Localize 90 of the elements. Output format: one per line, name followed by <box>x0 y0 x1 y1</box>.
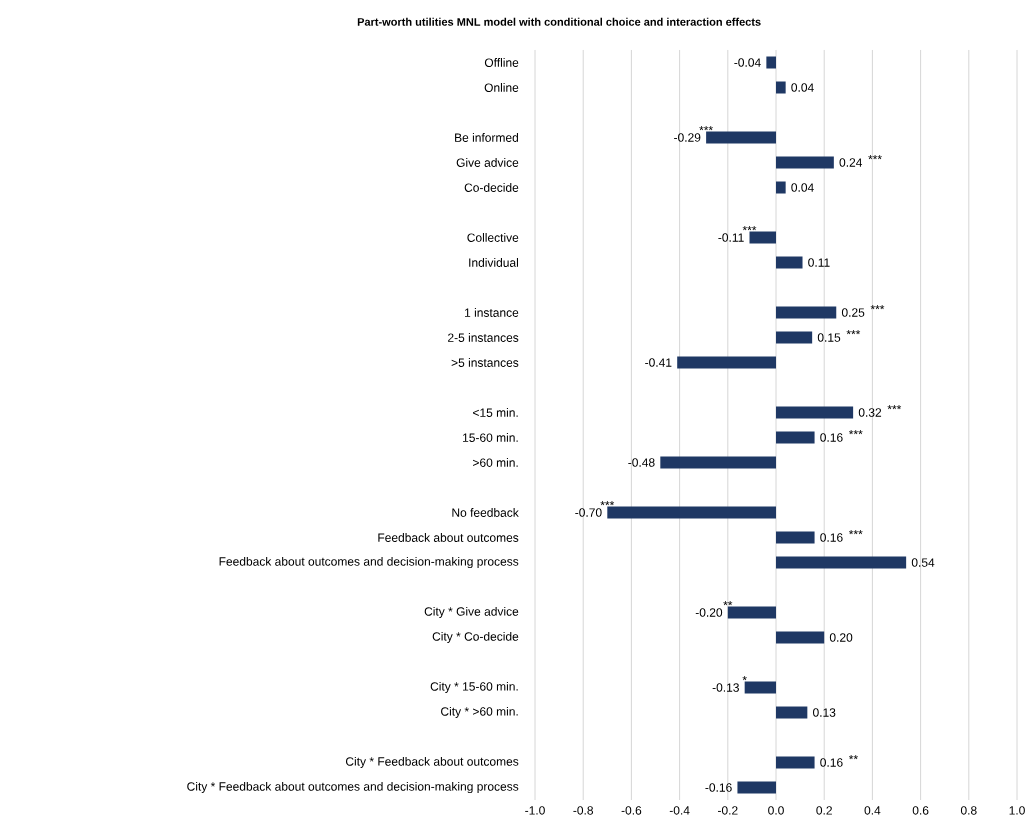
data-label: 0.32 <box>858 408 882 417</box>
bar <box>727 606 777 619</box>
bar <box>776 756 815 769</box>
bar <box>776 81 786 94</box>
bar <box>766 56 777 69</box>
x-tick-label: 0.6 <box>912 806 929 815</box>
data-label: -0.16 <box>705 783 732 792</box>
bar <box>776 306 837 319</box>
y-tick-label: City * Feedback about outcomes <box>345 756 519 769</box>
annotation: *** <box>848 530 863 535</box>
y-tick-label: City * Feedback about outcomes and decision-making process <box>187 781 519 794</box>
annotation: ** <box>723 601 733 606</box>
x-tick-label: 1.0 <box>1009 806 1025 815</box>
y-tick-label: Individual <box>469 258 518 267</box>
data-label: -0.13 <box>712 683 739 692</box>
y-tick-label: <15 min. <box>473 408 518 417</box>
x-tick-label: -0.6 <box>621 806 642 815</box>
data-label: -0.20 <box>695 608 723 617</box>
y-tick-label: 1 instance <box>465 308 519 317</box>
y-tick-label: City * >60 min. <box>441 706 518 719</box>
bar <box>776 556 907 569</box>
data-label: -0.70 <box>575 508 602 517</box>
data-label: 0.04 <box>791 83 814 92</box>
data-label: 0.25 <box>841 308 865 317</box>
data-label: 0.15 <box>817 333 841 342</box>
y-tick-label: City * Co-decide <box>432 631 519 644</box>
data-label: 0.04 <box>791 183 814 192</box>
bar <box>776 431 815 444</box>
annotation: *** <box>848 430 863 435</box>
y-tick-label: >60 min. <box>473 458 518 467</box>
bar <box>706 131 777 144</box>
y-tick-label: 2-5 instances <box>448 333 519 342</box>
bar <box>776 631 825 644</box>
x-tick-label: 0.2 <box>816 806 832 815</box>
y-tick-label: Collective <box>467 233 519 242</box>
x-tick-label: -0.2 <box>718 806 738 815</box>
y-tick-label: Feedback about outcomes and decision-making process <box>219 556 519 569</box>
data-label: 0.54 <box>911 558 935 567</box>
bar <box>776 331 813 344</box>
bar <box>660 456 777 469</box>
x-tick-label: 0.4 <box>864 806 881 815</box>
bar <box>737 781 777 794</box>
data-label: -0.11 <box>718 233 744 242</box>
y-tick-label: City * 15-60 min. <box>430 681 518 694</box>
bar <box>744 681 777 694</box>
data-label: 0.24 <box>839 158 863 167</box>
x-tick-label: -1.0 <box>525 806 545 815</box>
bar <box>607 506 777 519</box>
data-label: 0.16 <box>820 533 843 542</box>
y-tick-label: Feedback about outcomes <box>378 533 519 542</box>
y-tick-label: Give advice <box>456 158 519 167</box>
annotation: *** <box>887 405 902 410</box>
bar <box>776 156 834 169</box>
data-label: -0.48 <box>628 458 655 467</box>
y-tick-label: No feedback <box>452 508 519 517</box>
annotation: *** <box>868 155 882 160</box>
x-tick-label: -0.4 <box>669 806 690 815</box>
y-tick-label: Co-decide <box>464 183 519 192</box>
y-tick-label: Be informed <box>455 133 519 142</box>
data-label: 0.16 <box>820 758 843 767</box>
data-label: -0.29 <box>674 133 701 142</box>
bar <box>776 181 786 194</box>
annotation: *** <box>846 330 861 335</box>
data-label: 0.11 <box>808 258 830 267</box>
data-label: 0.16 <box>820 433 843 442</box>
bar <box>776 256 803 269</box>
y-tick-label: City * Give advice <box>424 606 519 619</box>
y-tick-label: Offline <box>484 58 519 67</box>
x-tick-label: 0.8 <box>960 806 977 815</box>
y-tick-label: Online <box>484 83 519 92</box>
y-tick-label: >5 instances <box>451 358 519 367</box>
bar <box>677 356 777 369</box>
chart-title: Part-worth utilities MNL model with conditional choice and interaction effects <box>357 17 761 26</box>
annotation: *** <box>870 305 885 310</box>
data-label: -0.41 <box>645 358 672 367</box>
bar <box>776 531 815 544</box>
x-tick-label: 0.0 <box>768 806 784 815</box>
annotation: * <box>742 676 747 681</box>
bar <box>776 706 808 719</box>
annotation: *** <box>699 126 713 131</box>
y-tick-label: 15-60 min. <box>463 433 518 442</box>
data-label: 0.20 <box>829 633 853 642</box>
bar <box>776 406 854 419</box>
data-label: -0.04 <box>734 58 761 67</box>
annotation: ** <box>848 755 858 760</box>
data-label: 0.13 <box>813 708 836 717</box>
x-tick-label: -0.8 <box>573 806 594 815</box>
annotation: *** <box>742 226 757 231</box>
annotation: *** <box>600 501 615 506</box>
bar <box>749 231 777 244</box>
